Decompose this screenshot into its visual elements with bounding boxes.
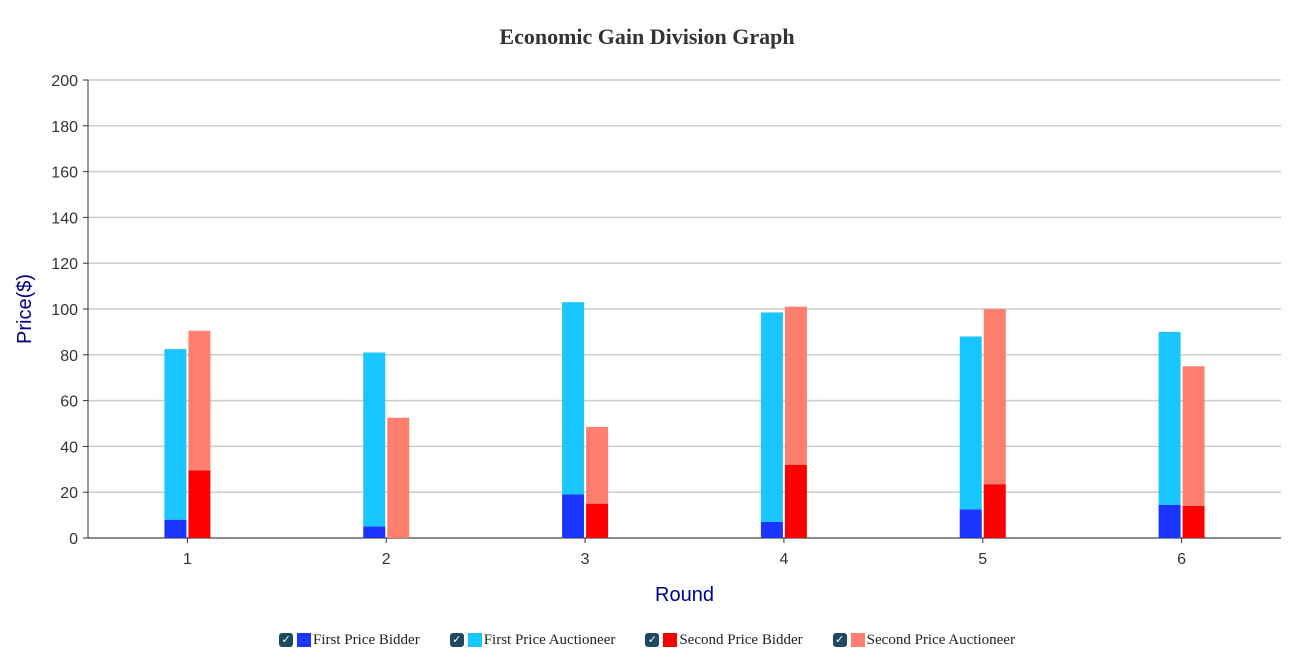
bar-first-price-bidder xyxy=(562,494,585,538)
y-tick-label: 160 xyxy=(51,165,78,182)
bar-first-price-auctioneer xyxy=(363,352,386,527)
legend-label: Second Price Auctioneer xyxy=(866,631,1015,648)
y-tick-label: 80 xyxy=(60,348,78,365)
checkbox-checked-icon[interactable]: ✓ xyxy=(279,633,294,647)
bar-first-price-bidder xyxy=(363,526,386,538)
y-tick-label: 40 xyxy=(60,439,78,456)
y-tick-label: 20 xyxy=(60,485,78,502)
bar-second-price-auctioneer xyxy=(188,330,211,471)
legend-item-second-price-auctioneer[interactable]: ✓ Second Price Auctioneer xyxy=(832,631,1015,649)
legend-label: First Price Auctioneer xyxy=(483,631,616,648)
checkbox-checked-icon[interactable]: ✓ xyxy=(832,633,847,647)
legend-item-first-price-bidder[interactable]: ✓ First Price Bidder xyxy=(279,632,420,649)
bar-second-price-auctioneer xyxy=(387,417,410,538)
x-tick-label: 5 xyxy=(978,551,987,568)
x-axis-title: Round xyxy=(655,584,714,606)
y-axis-title: Price($) xyxy=(14,274,36,344)
x-tick-label: 1 xyxy=(183,551,192,568)
bar-first-price-bidder xyxy=(959,509,982,538)
bar-second-price-auctioneer xyxy=(983,309,1006,485)
x-tick-label: 2 xyxy=(382,551,391,568)
x-tick-label: 6 xyxy=(1177,551,1186,568)
x-tick-label: 4 xyxy=(779,551,788,568)
bar-second-price-bidder xyxy=(983,484,1006,538)
bar-first-price-auctioneer xyxy=(562,302,585,495)
y-tick-label: 100 xyxy=(51,302,78,319)
legend-swatch xyxy=(663,633,678,647)
bar-first-price-auctioneer xyxy=(164,349,187,520)
bar-second-price-auctioneer xyxy=(586,426,609,504)
legend-item-second-price-bidder[interactable]: ✓ Second Price Bidder xyxy=(645,631,803,649)
bar-second-price-auctioneer xyxy=(784,306,807,465)
chart-title: Economic Gain Division Graph xyxy=(499,24,795,49)
bar-first-price-bidder xyxy=(760,521,783,538)
legend-swatch xyxy=(467,633,482,647)
bar-first-price-bidder xyxy=(1158,504,1181,538)
bar-first-price-auctioneer xyxy=(959,336,982,510)
y-tick-label: 0 xyxy=(69,531,78,548)
y-tick-label: 180 xyxy=(51,119,78,136)
bar-second-price-auctioneer xyxy=(1182,366,1205,506)
bar-first-price-bidder xyxy=(164,519,187,538)
legend-item-first-price-auctioneer[interactable]: ✓ First Price Auctioneer xyxy=(449,631,616,649)
legend-swatch xyxy=(850,633,865,647)
x-tick-label: 3 xyxy=(581,551,590,568)
y-tick-label: 60 xyxy=(60,394,78,411)
y-tick-label: 140 xyxy=(51,210,78,227)
bar-second-price-bidder xyxy=(586,503,609,538)
legend-label: First Price Bidder xyxy=(313,631,420,648)
checkbox-checked-icon[interactable]: ✓ xyxy=(645,633,660,647)
bar-first-price-auctioneer xyxy=(1158,331,1181,505)
legend: ✓ First Price Bidder ✓ First Price Auctione… xyxy=(0,628,1294,652)
bar-second-price-bidder xyxy=(188,470,211,538)
legend-swatch xyxy=(297,633,312,647)
legend-label: Second Price Bidder xyxy=(679,631,803,648)
y-tick-label: 120 xyxy=(51,256,78,273)
checkbox-checked-icon[interactable]: ✓ xyxy=(449,633,464,647)
y-tick-label: 200 xyxy=(51,73,78,90)
bar-second-price-bidder xyxy=(784,464,807,538)
bar-first-price-auctioneer xyxy=(760,312,783,522)
chart-plot: 0 20 40 60 80 100 120 140 160 180 200 1 2 3 4 5 6 Round Pr… xyxy=(14,73,1281,606)
bar-second-price-bidder xyxy=(1182,505,1205,538)
